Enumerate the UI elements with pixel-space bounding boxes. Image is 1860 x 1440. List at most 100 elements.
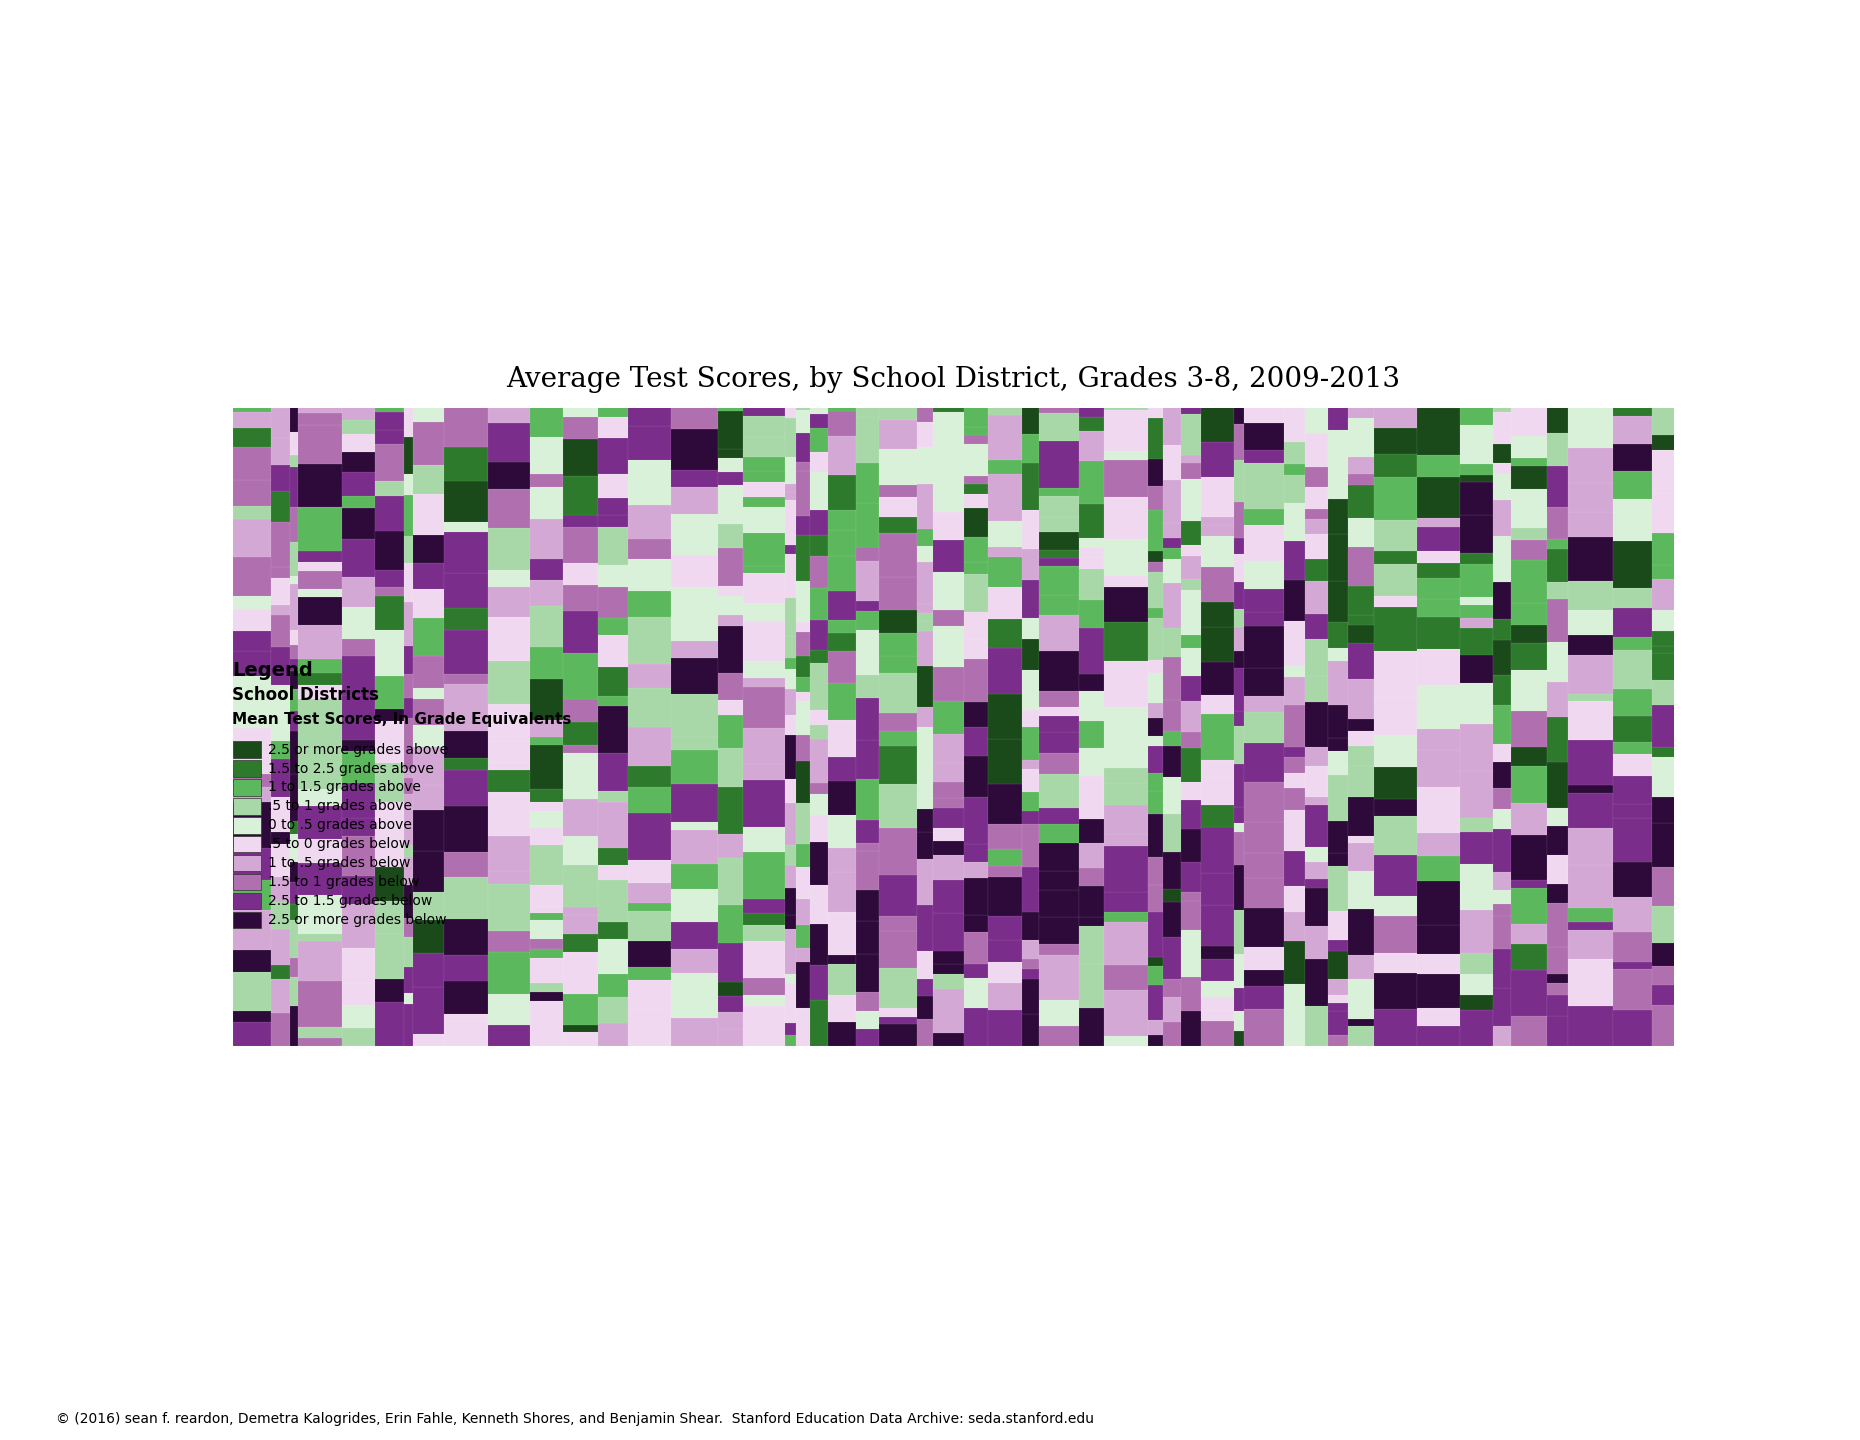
Bar — [564, 907, 597, 914]
Bar — [1164, 1022, 1181, 1047]
Bar — [530, 939, 564, 949]
Bar — [809, 402, 828, 413]
Bar — [290, 730, 298, 773]
Bar — [1233, 865, 1244, 910]
Bar — [1148, 746, 1164, 773]
Bar — [629, 426, 671, 459]
Bar — [671, 392, 718, 429]
Bar — [988, 694, 1021, 739]
Bar — [1283, 1022, 1306, 1047]
Bar — [1568, 1007, 1613, 1047]
Bar — [298, 425, 342, 464]
Bar — [445, 919, 487, 955]
Bar — [1328, 775, 1348, 821]
Bar — [1568, 740, 1613, 785]
Bar — [1460, 464, 1494, 475]
Bar — [1306, 926, 1328, 959]
Bar — [1038, 517, 1079, 531]
Bar — [445, 446, 487, 481]
Bar — [1233, 609, 1244, 628]
Bar — [934, 572, 963, 609]
Bar — [796, 948, 809, 962]
Bar — [1494, 949, 1512, 988]
Bar — [1181, 521, 1202, 544]
Bar — [374, 710, 404, 720]
Bar — [1348, 586, 1375, 615]
Bar — [1148, 857, 1164, 886]
Bar — [597, 753, 629, 791]
Bar — [1548, 982, 1568, 995]
Bar — [1244, 449, 1283, 462]
Bar — [1548, 903, 1568, 946]
Bar — [530, 802, 564, 812]
Bar — [290, 834, 298, 863]
Bar — [1079, 549, 1105, 557]
Bar — [232, 835, 260, 852]
Bar — [1652, 645, 1693, 652]
Bar — [1233, 711, 1244, 726]
Bar — [404, 698, 413, 717]
Bar — [988, 916, 1021, 940]
Bar — [445, 877, 487, 919]
Bar — [1181, 464, 1202, 480]
Bar — [1021, 510, 1038, 549]
Bar — [1021, 940, 1038, 959]
Bar — [988, 586, 1021, 619]
Bar — [1148, 703, 1164, 719]
Bar — [718, 1012, 744, 1030]
Bar — [934, 609, 963, 626]
Bar — [1105, 576, 1148, 588]
Bar — [785, 554, 796, 598]
Bar — [1417, 408, 1460, 455]
Bar — [963, 477, 988, 484]
Bar — [232, 727, 272, 773]
Bar — [487, 742, 530, 762]
Bar — [828, 848, 856, 873]
Bar — [1494, 445, 1512, 462]
Bar — [298, 674, 342, 685]
Bar — [290, 645, 298, 660]
Bar — [1652, 652, 1693, 680]
Bar — [597, 923, 629, 939]
Bar — [1548, 507, 1568, 540]
Bar — [1613, 636, 1652, 651]
Bar — [1038, 566, 1079, 595]
Bar — [917, 950, 934, 979]
Bar — [796, 926, 809, 948]
Bar — [988, 520, 1021, 547]
Bar — [917, 707, 934, 727]
Bar — [934, 763, 963, 782]
Bar — [597, 474, 629, 498]
Bar — [1306, 510, 1328, 518]
Bar — [671, 554, 718, 586]
Bar — [934, 798, 963, 808]
Bar — [374, 444, 404, 481]
Bar — [445, 608, 487, 629]
Bar — [1417, 563, 1460, 577]
Bar — [232, 675, 272, 701]
Bar — [530, 812, 564, 828]
Bar — [1105, 459, 1148, 497]
Bar — [1079, 461, 1105, 504]
Bar — [988, 962, 1021, 984]
Bar — [1202, 873, 1233, 906]
Bar — [404, 793, 413, 827]
Bar — [413, 698, 445, 726]
Bar — [1417, 975, 1460, 1008]
Bar — [671, 864, 718, 888]
Bar — [1613, 804, 1652, 818]
Bar — [530, 720, 564, 737]
Bar — [1038, 559, 1079, 566]
Bar — [1348, 766, 1375, 796]
Bar — [1375, 389, 1417, 429]
Bar — [1283, 580, 1306, 621]
Bar — [718, 700, 744, 714]
Bar — [597, 697, 629, 706]
Bar — [671, 1018, 718, 1047]
Bar — [445, 523, 487, 531]
Bar — [629, 912, 671, 940]
Bar — [232, 596, 272, 609]
Bar — [1233, 988, 1244, 1011]
Bar — [856, 393, 878, 418]
Bar — [298, 1027, 342, 1038]
